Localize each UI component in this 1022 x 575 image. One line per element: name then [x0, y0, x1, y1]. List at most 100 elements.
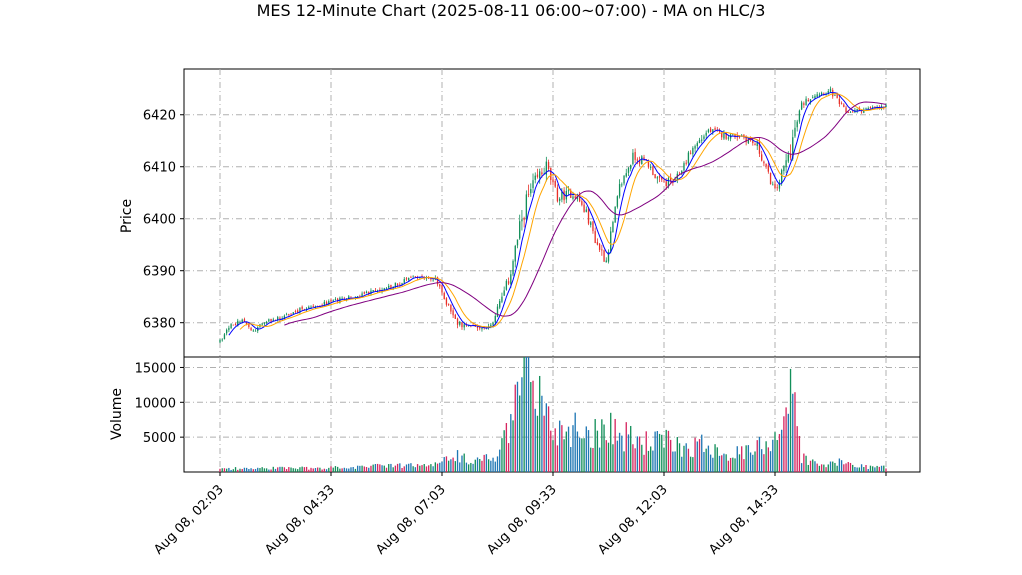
volume-bar [745, 445, 747, 472]
volume-bar [312, 468, 314, 472]
volume-bar [543, 415, 545, 472]
volume-bar [578, 437, 581, 472]
volume-bar [763, 454, 765, 472]
volume-bar [827, 464, 829, 472]
candle-body [277, 317, 279, 321]
candle-body [818, 94, 821, 96]
candle-body [605, 260, 607, 263]
candle-body [312, 305, 314, 307]
volume-bar [314, 468, 317, 472]
candle-body [623, 175, 625, 184]
candle-body [374, 290, 377, 292]
volume-bar [545, 403, 548, 472]
candle-body [454, 314, 456, 319]
volume-bar [308, 469, 310, 472]
candle-body [430, 278, 432, 280]
volume-bar [516, 381, 519, 472]
volume-bar [359, 465, 361, 472]
candle-body [321, 304, 323, 306]
volume-bar [434, 462, 437, 472]
volume-bar [414, 467, 417, 472]
volume-bar [421, 465, 423, 472]
volume-bar [485, 454, 488, 472]
candle-body [441, 285, 443, 293]
candle-body [856, 109, 858, 112]
candle-body [763, 161, 765, 164]
volume-bar [794, 392, 796, 472]
volume-bar [783, 416, 785, 472]
volume-bar [459, 462, 461, 472]
candle-body [328, 301, 330, 305]
candle-body [816, 94, 818, 98]
volume-bars [219, 357, 887, 472]
volume-bar [432, 466, 434, 472]
volume-bar [412, 466, 414, 472]
volume-bar [765, 441, 767, 472]
volume-tick-label: 15000 [135, 361, 176, 376]
volume-bar [825, 467, 827, 472]
x-tick-label: Aug 08, 14:33 [706, 482, 782, 558]
candle-body [718, 130, 721, 132]
volume-bar [838, 458, 841, 472]
volume-bar [479, 459, 481, 472]
candle-body [237, 320, 239, 327]
candle-body [225, 329, 228, 334]
volume-bar [490, 460, 492, 472]
volume-bar [341, 468, 343, 472]
candle-body [230, 324, 232, 329]
candle-body [592, 221, 594, 232]
volume-bar [512, 420, 514, 472]
candle-body [683, 163, 685, 171]
candle-body [325, 301, 328, 305]
volume-bar [470, 462, 472, 472]
volume-bar [328, 467, 330, 472]
volume-bar [303, 467, 306, 472]
volume-bar [352, 467, 354, 472]
candle-body [734, 134, 736, 138]
candle-body [439, 284, 441, 287]
volume-bar [525, 357, 528, 472]
volume-grid [184, 357, 920, 472]
volume-bar [452, 457, 454, 472]
candle-body [809, 99, 812, 103]
candle-body [869, 107, 872, 108]
volume-bar [767, 447, 770, 472]
candle-body [765, 163, 767, 167]
volume-bar [401, 467, 403, 472]
volume-bar [809, 460, 812, 472]
candle-body [390, 284, 392, 289]
volume-bar [836, 465, 838, 472]
volume-bar [852, 464, 854, 472]
volume-bar [547, 406, 550, 472]
candle-body [279, 317, 281, 320]
candle-body [774, 183, 776, 189]
candle-body [583, 204, 585, 212]
candle-body [474, 326, 476, 327]
volume-bar [472, 463, 474, 472]
candle-body [598, 243, 601, 250]
candle-body [694, 146, 696, 149]
candle-body [396, 283, 399, 285]
candle-body [234, 324, 237, 326]
candle-body [860, 111, 863, 113]
candle-body [885, 104, 887, 108]
ma-line-ma_slow [284, 101, 887, 326]
candle-body [547, 162, 550, 169]
candle-body [618, 184, 621, 197]
candle-body [792, 137, 794, 159]
volume-bar [268, 469, 270, 472]
candle-body [239, 321, 241, 323]
candle-body [796, 121, 798, 128]
volume-bar [523, 357, 525, 472]
candle-body [585, 209, 587, 212]
volume-bar [814, 461, 816, 472]
volume-bar [785, 407, 787, 472]
candle-body [756, 142, 758, 146]
volume-bar [507, 443, 510, 472]
volume-bar [443, 457, 445, 472]
candle-body [852, 111, 854, 113]
volume-bar [616, 440, 619, 472]
candle-body [461, 322, 463, 328]
candle-body [294, 311, 297, 313]
